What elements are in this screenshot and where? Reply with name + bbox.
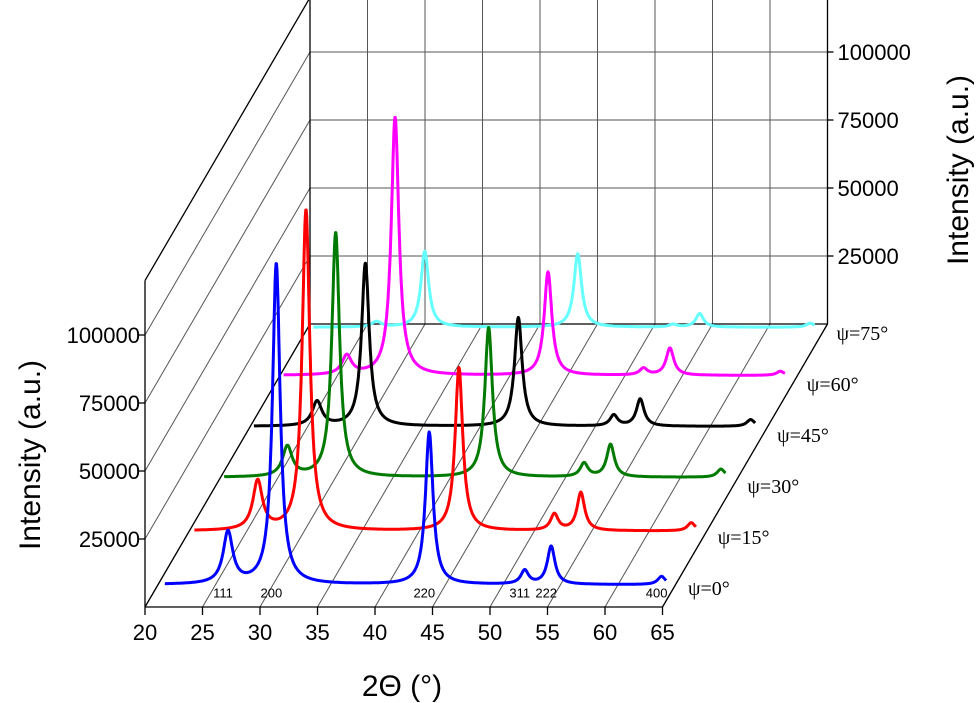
series-label: ψ=75° [837, 323, 889, 345]
floor-grid-line [259, 323, 426, 608]
x-tick-label: 45 [420, 620, 444, 645]
x-tick-label: 35 [305, 620, 329, 645]
axes-frame [139, 0, 834, 615]
wall-grid-line [144, 119, 311, 404]
series-line [282, 115, 786, 377]
y-tick-label-back: 100000 [838, 40, 911, 65]
x-tick-label: 40 [363, 620, 387, 645]
x-tick-label: 50 [478, 620, 502, 645]
series-label: ψ=30° [747, 476, 799, 498]
x-tick-label: 65 [650, 620, 674, 645]
y-axis-title-back: Intensity (a.u.) [942, 75, 975, 265]
wall-grid-line [144, 187, 311, 472]
hkl-label: 311 [509, 585, 530, 600]
y-tick-label-front: 50000 [79, 459, 140, 484]
y-tick-label-back: 50000 [838, 176, 899, 201]
y-axis-title-front: Intensity (a.u.) [14, 360, 47, 550]
floor-grid-line [547, 323, 713, 608]
label-layer: 20 25 30 35 40 45 50 55 60 65 25000 50000 75000 10000… [67, 40, 911, 645]
series-label: ψ=60° [807, 374, 859, 396]
hkl-label: 200 [260, 585, 282, 600]
series-line [252, 261, 757, 428]
series-line [193, 208, 697, 533]
hkl-label: 220 [413, 585, 435, 600]
x-tick-label: 30 [248, 620, 272, 645]
y-tick-label-back: 25000 [838, 244, 899, 269]
floor-grid-line [489, 323, 656, 608]
y-tick-label-back: 75000 [838, 108, 899, 133]
x-tick-label: 25 [190, 620, 214, 645]
x-tick-label: 55 [535, 620, 559, 645]
x-tick-label: 20 [133, 620, 157, 645]
series-label: ψ=0° [688, 578, 730, 600]
wall-grid-line [144, 51, 311, 336]
y-tick-label-front: 100000 [67, 323, 140, 348]
floor-grid-line [317, 323, 483, 608]
x-tick-label: 60 [593, 620, 617, 645]
depth-axis-left [144, 323, 311, 608]
series-line [223, 231, 727, 479]
y-tick-label-front: 25000 [79, 527, 140, 552]
hkl-label: 111 [213, 585, 233, 600]
series-label: ψ=45° [777, 425, 829, 447]
wall-grid-line [144, 255, 311, 540]
hkl-label: 222 [535, 585, 557, 600]
floor-grid-line [604, 323, 771, 608]
series-layer [163, 115, 816, 586]
hkl-label: 400 [646, 585, 668, 600]
x-axis-title: 2Θ (°) [362, 670, 442, 703]
series-label: ψ=15° [718, 527, 770, 549]
y-tick-label-front: 75000 [79, 391, 140, 416]
grid-layer [144, 0, 828, 608]
depth-axis-right [661, 323, 829, 608]
series-line [163, 262, 668, 586]
wall-top-edge [144, 0, 310, 281]
series-line [312, 249, 816, 329]
